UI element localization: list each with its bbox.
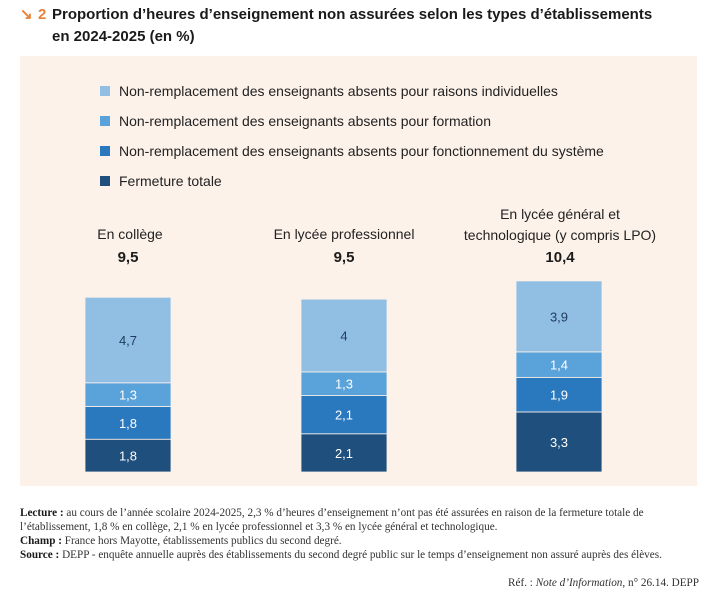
source-text: DEPP - enquête annuelle auprès des établ… — [59, 549, 662, 561]
legend-swatch-system — [100, 146, 110, 156]
stacked-bar-chart: 1,8 1,8 1,3 4,7 2,1 2,1 1,3 4 3,3 1,9 1,4 3,9 — [84, 280, 603, 473]
footnotes: Lecture : au cours de l’année scolaire 2… — [20, 506, 700, 562]
lecture-label: Lecture : — [20, 507, 64, 519]
category-label-lp: En lycée professionnel — [234, 224, 454, 245]
bar-segment-1-0 — [300, 298, 388, 373]
bar-segment-0-3 — [84, 438, 172, 473]
category-label-lp-line1: En lycée professionnel — [273, 226, 415, 242]
lecture-note: Lecture : au cours de l’année scolaire 2… — [20, 506, 700, 534]
legend-label-individual: Non-remplacement des enseignants absents… — [119, 83, 558, 99]
source-label: Source : — [20, 549, 60, 561]
legend-item-closure: Fermeture totale — [100, 166, 604, 196]
total-college: 9,5 — [117, 249, 139, 266]
legend-label-system: Non-remplacement des enseignants absents… — [119, 143, 604, 159]
data-label-2-1: 1,4 — [550, 358, 568, 373]
data-label-1-2: 2,1 — [335, 408, 353, 423]
chart-title-line2: en 2024-2025 (en %) — [52, 28, 195, 45]
champ-note: Champ : France hors Mayotte, établisseme… — [20, 534, 700, 548]
data-label-2-2: 1,9 — [550, 388, 568, 403]
legend-item-system: Non-remplacement des enseignants absents… — [100, 136, 604, 166]
data-label-2-3: 3,3 — [550, 435, 568, 450]
legend-item-individual: Non-remplacement des enseignants absents… — [100, 76, 604, 106]
lecture-text: au cours de l’année scolaire 2024-2025, … — [20, 507, 644, 533]
data-label-1-0: 4 — [340, 329, 347, 344]
legend-item-training: Non-remplacement des enseignants absents… — [100, 106, 604, 136]
data-label-0-2: 1,8 — [119, 416, 137, 431]
data-label-0-1: 1,3 — [119, 388, 137, 403]
arrow-icon: ↘ — [20, 6, 33, 23]
reference-suffix: , n° 26.14. DEPP — [622, 577, 699, 589]
bar-segment-2-2 — [515, 376, 603, 413]
data-label-0-0: 4,7 — [119, 333, 137, 348]
source-note: Source : DEPP - enquête annuelle auprès … — [20, 548, 700, 562]
bar-segment-0-2 — [84, 406, 172, 440]
category-label-lgt-line2: technologique (y compris LPO) — [463, 227, 657, 243]
bar-segment-1-3 — [300, 433, 388, 473]
champ-text: France hors Mayotte, établissements publ… — [61, 535, 342, 547]
bar-segment-0-0 — [84, 296, 172, 384]
total-lp: 9,5 — [333, 249, 355, 266]
reference: Réf. : Note d’Information, n° 26.14. DEP… — [508, 577, 699, 589]
data-label-1-3: 2,1 — [335, 446, 353, 461]
reference-publication: Note d’Information — [535, 577, 623, 589]
figure-header: ↘ 2 Proportion d’heures d’enseignement n… — [20, 4, 700, 48]
category-label-lgt-line1: En lycée général et — [500, 206, 620, 222]
bar-segment-1-2 — [300, 395, 388, 435]
category-label-lgt: En lycée général et technologique (y com… — [450, 204, 670, 246]
legend-label-closure: Fermeture totale — [119, 173, 222, 189]
legend-swatch-closure — [100, 176, 110, 186]
category-label-college: En collège — [20, 224, 240, 245]
data-label-1-1: 1,3 — [335, 377, 353, 392]
legend: Non-remplacement des enseignants absents… — [100, 76, 604, 196]
category-label-college-line1: En collège — [97, 226, 163, 242]
chart-panel: Non-remplacement des enseignants absents… — [20, 56, 697, 486]
bar-segment-2-3 — [515, 411, 603, 473]
figure-number: 2 — [38, 6, 47, 23]
legend-label-training: Non-remplacement des enseignants absents… — [119, 113, 491, 129]
bar-segment-2-0 — [515, 280, 603, 353]
legend-swatch-individual — [100, 86, 110, 96]
data-label-0-3: 1,8 — [119, 449, 137, 464]
chart-title: Proportion d’heures d’enseignement non a… — [52, 4, 672, 48]
total-lgt: 10,4 — [545, 249, 575, 266]
legend-swatch-training — [100, 116, 110, 126]
chart-title-line1: Proportion d’heures d’enseignement non a… — [52, 6, 653, 23]
reference-prefix: Réf. : — [508, 577, 536, 589]
champ-label: Champ : — [20, 535, 62, 547]
data-label-2-0: 3,9 — [550, 309, 568, 324]
